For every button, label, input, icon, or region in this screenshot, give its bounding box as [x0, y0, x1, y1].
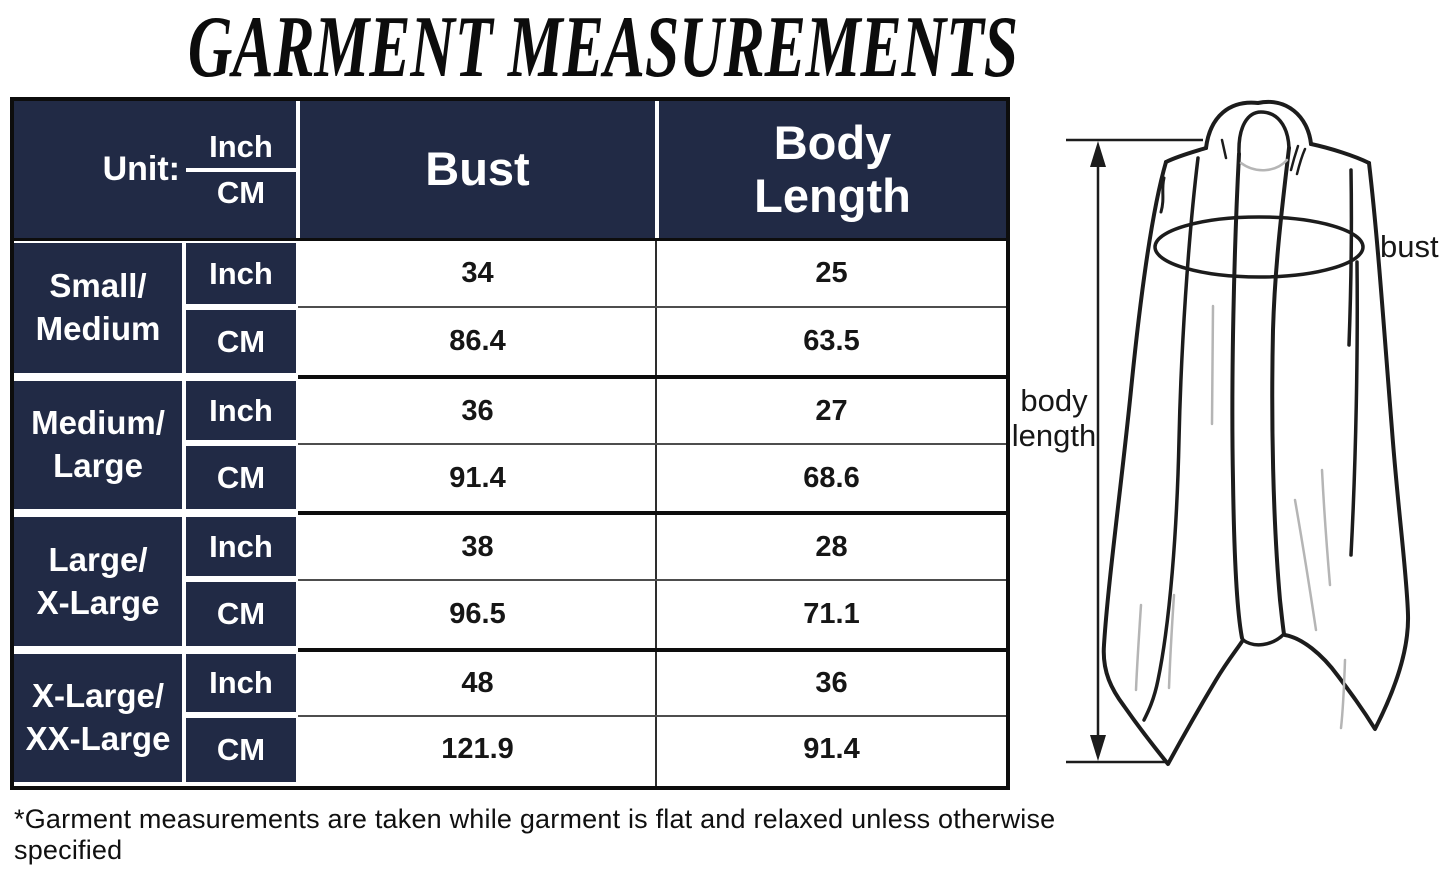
- value-bust-inch: 34: [461, 257, 494, 289]
- value-bust-cm: 91.4: [449, 461, 506, 494]
- group-divider-line: [298, 648, 1006, 652]
- unit-fraction-inch: Inch: [209, 128, 273, 164]
- right-lapel-fold: [1347, 168, 1354, 347]
- right-inner-fold: [1349, 260, 1359, 557]
- collar-outline: [1204, 99, 1313, 150]
- value-body-length-inch: 25: [815, 257, 848, 289]
- drape-faint: [1210, 304, 1215, 426]
- value-bust-cm: 96.5: [449, 598, 506, 630]
- value-body-length-cm: 68.6: [803, 461, 860, 494]
- value-bust-inch: 36: [461, 394, 494, 427]
- value-body-length-inch: 28: [815, 530, 848, 563]
- unit-cell-inch: Inch: [186, 654, 296, 712]
- unit-cell-cm: CM: [186, 446, 296, 509]
- unit-cell-inch: Inch: [186, 243, 296, 304]
- row-divider-line: [298, 579, 1006, 581]
- value-body-length-cm: 91.4: [803, 733, 860, 765]
- unit-header-cell: Unit: Inch CM: [14, 101, 296, 238]
- unit-cell-inch: Inch: [186, 517, 296, 576]
- size-label-large-xlarge: Large/ X-Large: [14, 517, 182, 646]
- back-hem: [1241, 632, 1286, 647]
- arrowhead-down: [1090, 735, 1106, 761]
- size-label-medium-large: Medium/ Large: [14, 381, 182, 509]
- size-label-xlarge-xxlarge: X-Large/ XX-Large: [14, 654, 182, 782]
- group-divider-line: [298, 511, 1006, 515]
- value-body-length-cm: 71.1: [803, 598, 860, 630]
- column-header-body-length: Body Length: [659, 101, 1006, 238]
- value-body-length-inch: 36: [815, 667, 848, 699]
- unit-fraction-cm: CM: [216, 174, 266, 210]
- column-header-bust: Bust: [300, 101, 655, 238]
- drape-faint: [1134, 603, 1143, 692]
- unit-cell-inch: Inch: [186, 381, 296, 440]
- row-divider-line: [298, 306, 1006, 308]
- collar-faint-arc: [1239, 158, 1289, 172]
- left-shoulder-tick: [1159, 176, 1166, 214]
- front-right-opening: [1270, 146, 1291, 636]
- right-collar-tick: [1295, 147, 1307, 176]
- unit-fraction: Inch CM: [186, 129, 296, 210]
- value-body-length-cm: 63.5: [803, 325, 860, 357]
- left-collar-tick: [1220, 138, 1228, 160]
- garment-illustration: [1066, 99, 1411, 766]
- row-divider-line: [298, 715, 1006, 717]
- body-length-label: body length: [1011, 383, 1097, 453]
- page-title: GARMENT MEASUREMENTS: [10, 0, 1018, 95]
- bust-ellipse: [1153, 215, 1365, 279]
- unit-cell-cm: CM: [186, 718, 296, 782]
- drape-faint: [1320, 468, 1332, 587]
- value-body-length-inch: 27: [815, 394, 848, 427]
- right-collar-tick: [1289, 144, 1300, 172]
- value-bust-cm: 86.4: [449, 325, 506, 357]
- fraction-divider-line: [186, 167, 296, 172]
- front-left-opening: [1230, 152, 1244, 640]
- left-shoulder: [1164, 146, 1208, 164]
- row-divider-line: [298, 443, 1006, 445]
- value-bust-inch: 38: [461, 530, 494, 563]
- group-divider-line: [298, 375, 1006, 379]
- unit-label: Unit:: [102, 150, 180, 188]
- size-label-small-medium: Small/ Medium: [14, 243, 182, 373]
- drape-faint: [1167, 593, 1176, 690]
- value-bust-cm: 121.9: [441, 733, 514, 765]
- arrowhead-up: [1090, 141, 1106, 167]
- page-title-text: GARMENT MEASUREMENTS: [187, 0, 1019, 96]
- left-side-drape: [1101, 160, 1245, 766]
- footnote: *Garment measurements are taken while ga…: [14, 804, 1056, 865]
- unit-cell-cm: CM: [186, 582, 296, 646]
- right-side-drape: [1283, 161, 1411, 731]
- drape-faint: [1339, 658, 1347, 730]
- bust-label: bust: [1380, 229, 1439, 264]
- unit-cell-cm: CM: [186, 310, 296, 373]
- collar-inner: [1237, 110, 1291, 156]
- garment-measurements-table: Unit: Inch CM Bust Body Length Small/ Me…: [10, 97, 1010, 790]
- header-bottom-border: [14, 238, 1006, 241]
- right-shoulder: [1309, 142, 1371, 165]
- drape-faint: [1293, 498, 1318, 632]
- value-bust-inch: 48: [461, 667, 494, 699]
